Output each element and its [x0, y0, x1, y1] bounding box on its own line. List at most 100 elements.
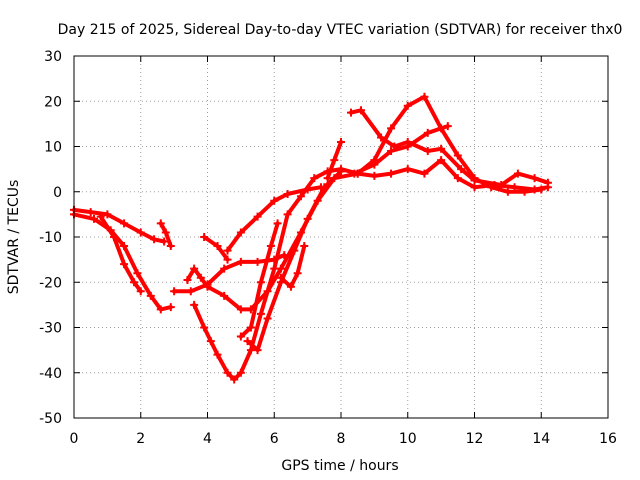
series-track-a: [70, 205, 169, 246]
series-track-o: [350, 122, 452, 178]
data-point-marker: [96, 212, 105, 221]
data-point-marker: [236, 332, 245, 341]
data-point-marker: [256, 278, 265, 287]
chart-title: Day 215 of 2025, Sidereal Day-to-day VTE…: [58, 22, 623, 38]
data-point-marker: [520, 187, 529, 196]
data-point-marker: [403, 142, 412, 151]
data-point-marker: [223, 368, 232, 377]
data-point-marker: [246, 346, 255, 355]
data-point-marker: [337, 167, 345, 176]
data-series: [70, 92, 552, 384]
series-line: [352, 124, 450, 176]
x-tick-label: 14: [532, 431, 550, 447]
data-point-marker: [236, 305, 245, 314]
x-tick-label: 8: [337, 431, 346, 447]
series-track-j: [236, 219, 282, 341]
data-point-marker: [236, 368, 245, 377]
data-point-marker: [86, 208, 95, 217]
data-point-marker: [213, 242, 222, 251]
data-point-marker: [200, 323, 209, 332]
data-point-marker: [183, 275, 192, 284]
y-tick-label: 20: [44, 94, 62, 110]
data-point-marker: [186, 287, 195, 296]
data-point-marker: [290, 246, 299, 255]
data-point-marker: [303, 185, 312, 194]
data-point-marker: [120, 260, 129, 269]
data-point-marker: [133, 269, 142, 278]
data-point-marker: [377, 133, 386, 142]
data-point-marker: [160, 237, 169, 246]
data-point-marker: [323, 174, 332, 183]
y-tick-label: 10: [44, 140, 62, 156]
data-point-marker: [236, 228, 245, 237]
y-tick-labels: -50 -40 -30 -20 -10 0 10 20 30: [39, 49, 62, 427]
data-point-marker: [296, 192, 305, 201]
data-point-marker: [213, 350, 222, 359]
data-point-marker: [200, 233, 209, 241]
data-point-marker: [206, 337, 215, 346]
data-point-marker: [103, 210, 112, 219]
x-tick-label: 0: [70, 431, 79, 447]
data-point-marker: [243, 337, 252, 346]
series-track-e: [170, 251, 289, 296]
data-point-marker: [136, 287, 145, 296]
series-track-i: [243, 167, 345, 355]
data-point-marker: [387, 124, 396, 133]
data-point-marker: [303, 214, 312, 223]
data-point-marker: [150, 235, 159, 244]
data-point-marker: [246, 323, 255, 332]
data-point-marker: [170, 287, 179, 296]
series-track-d: [156, 219, 175, 251]
x-tick-label: 16: [599, 431, 617, 447]
data-point-marker: [253, 346, 262, 355]
data-point-marker: [273, 219, 282, 228]
data-point-marker: [370, 171, 379, 180]
data-point-marker: [266, 242, 275, 251]
series-line: [278, 244, 307, 289]
series-track-m: [323, 137, 345, 183]
data-point-marker: [156, 305, 165, 314]
data-point-marker: [537, 185, 546, 194]
data-point-marker: [437, 144, 446, 153]
data-point-marker: [223, 246, 232, 255]
data-point-marker: [293, 269, 302, 278]
y-axis-label: SDTVAR / TECUs: [6, 180, 22, 295]
data-point-marker: [530, 174, 539, 183]
y-tick-label: -20: [39, 275, 62, 291]
x-tick-label: 12: [466, 431, 484, 447]
y-tick-label: -10: [39, 230, 62, 246]
data-point-marker: [166, 242, 175, 251]
data-point-marker: [270, 264, 279, 273]
y-tick-label: 30: [44, 49, 62, 65]
y-tick-label: -30: [39, 321, 62, 337]
data-point-marker: [230, 375, 239, 384]
data-point-marker: [190, 264, 199, 273]
data-point-marker: [203, 282, 212, 291]
data-point-marker: [423, 147, 432, 156]
data-point-marker: [120, 242, 129, 251]
data-point-marker: [90, 214, 99, 223]
data-point-marker: [276, 273, 285, 282]
data-point-marker: [457, 165, 466, 174]
y-tick-label: -50: [39, 411, 62, 427]
data-point-marker: [223, 255, 232, 264]
x-axis-label: GPS time / hours: [281, 458, 398, 474]
data-point-marker: [513, 169, 522, 178]
x-tick-label: 4: [203, 431, 212, 447]
series-track-l: [276, 242, 309, 291]
data-point-marker: [357, 106, 366, 115]
data-point-marker: [403, 165, 412, 174]
data-point-marker: [276, 264, 285, 273]
data-point-marker: [300, 242, 309, 251]
data-point-marker: [263, 314, 272, 323]
data-point-marker: [470, 176, 479, 185]
data-point-marker: [503, 187, 512, 196]
data-point-marker: [256, 309, 265, 318]
data-point-marker: [370, 160, 379, 169]
series-track-c: [96, 212, 145, 296]
data-point-marker: [253, 212, 262, 221]
data-point-marker: [283, 190, 292, 199]
y-tick-label: 0: [53, 185, 62, 201]
series-track-g: [200, 233, 232, 264]
data-point-marker: [423, 128, 432, 137]
